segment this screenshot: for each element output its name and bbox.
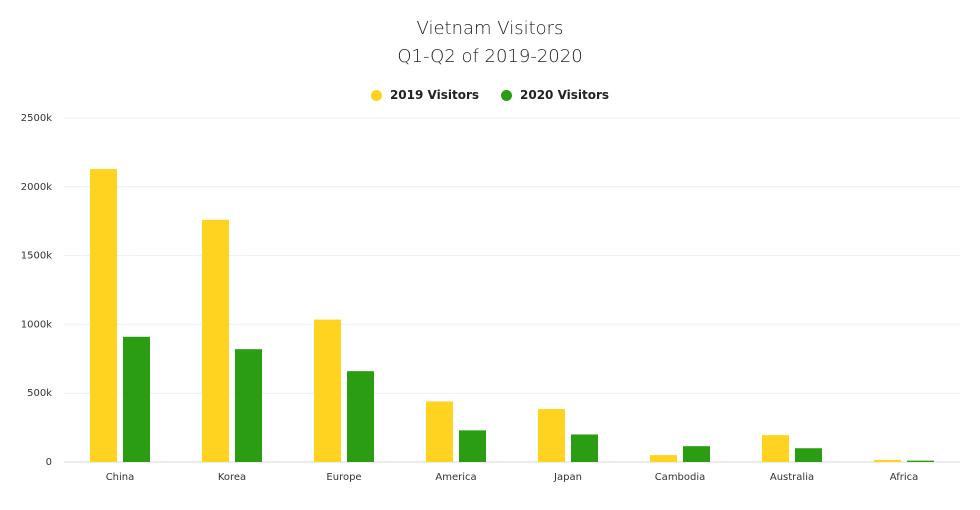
bar-china-2020 [123, 336, 150, 462]
bar-europe-2020 [347, 371, 374, 462]
bar-korea-2020 [235, 349, 262, 462]
legend: 2019 Visitors 2020 Visitors [0, 88, 980, 102]
legend-label-2019: 2019 Visitors [389, 88, 479, 102]
bar-japan-2020 [571, 434, 598, 462]
bar-cambodia-2020 [683, 446, 710, 462]
legend-swatch-2020 [501, 89, 512, 101]
y-tick-label: 2500k [21, 113, 52, 124]
legend-item-2020[interactable]: 2020 Visitors [501, 88, 609, 102]
bar-cambodia-2019 [650, 455, 677, 462]
y-tick-label: 0 [46, 457, 52, 468]
chart-subtitle: Q1-Q2 of 2019-2020 [397, 46, 583, 67]
bar-africa-2019 [874, 459, 901, 462]
chart-title: Vietnam Visitors [416, 18, 564, 39]
x-tick-label-australia: Australia [770, 472, 814, 483]
x-tick-label-europe: Europe [326, 472, 361, 483]
x-tick-label-japan: Japan [553, 472, 582, 483]
x-tick-label-korea: Korea [218, 472, 246, 483]
bar-america-2019 [426, 401, 453, 462]
y-tick-label: 500k [27, 388, 52, 399]
legend-label-2020: 2020 Visitors [520, 88, 610, 102]
x-tick-label-cambodia: Cambodia [655, 472, 706, 483]
bar-africa-2020 [907, 460, 934, 462]
bar-europe-2019 [314, 319, 341, 462]
y-tick-label: 1500k [21, 251, 52, 262]
bar-korea-2019 [202, 219, 229, 462]
bar-america-2020 [459, 430, 486, 462]
x-tick-label-china: China [106, 472, 135, 483]
bar-japan-2019 [538, 409, 565, 462]
y-tick-label: 1000k [21, 319, 52, 330]
x-tick-label-america: America [435, 472, 476, 483]
y-tick-label: 2000k [21, 182, 52, 193]
legend-item-2019[interactable]: 2019 Visitors [370, 88, 479, 102]
bar-australia-2020 [795, 448, 822, 462]
bar-china-2019 [90, 168, 117, 463]
bar-australia-2019 [762, 435, 789, 462]
legend-swatch-2019 [370, 89, 382, 101]
x-tick-label-africa: Africa [890, 472, 919, 483]
